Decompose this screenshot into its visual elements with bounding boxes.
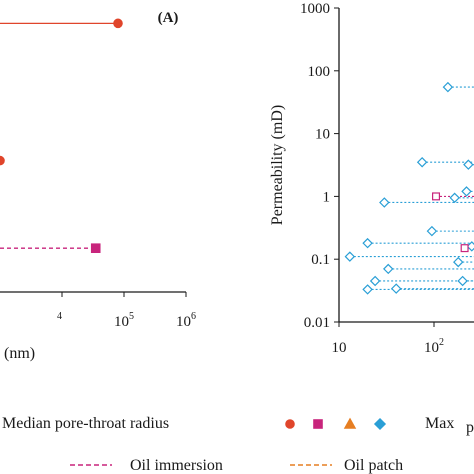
legend-line-label: Oil patch [344, 457, 403, 474]
panel-b-point [442, 81, 454, 93]
panel-a-x-tick-label: 105 [114, 311, 134, 330]
panel-a-point [113, 18, 123, 29]
panel-b-x-tick-label: 10 [332, 340, 347, 356]
panel-b-point [344, 251, 356, 262]
panel-b-point [416, 156, 428, 168]
legend-max-trunc-label: p [466, 419, 474, 436]
panel-b-point [453, 256, 464, 268]
panel-b-y-tick-label: 10 [315, 127, 330, 143]
panel-b-point [383, 263, 394, 275]
panel-a-point [0, 155, 5, 166]
panel-b-point [390, 283, 402, 294]
legend-line-label: Oil immersion [130, 457, 223, 474]
panel-a-point [90, 243, 101, 253]
panel-a-x-tick-label: 4 [57, 311, 62, 322]
panel-b-point [369, 275, 381, 287]
panel-b-y-tick-label: 1000 [300, 1, 330, 17]
panel-b-y-axis-label: Permeability (mD) [269, 105, 286, 225]
panel-b-x-tick-label: 102 [424, 337, 444, 356]
legend-max-label: Max [425, 415, 454, 432]
panel-b-point [460, 244, 469, 253]
legend-marker-triangle [343, 417, 357, 429]
panel-b-chart: Permeability (mD) 0.01 0.1 1 10 100 1000 10 102 [269, 1, 474, 356]
panel-b-y-tick-label: 0.01 [304, 315, 330, 331]
panel-b-y-tick-label: 0.1 [311, 252, 330, 268]
panel-b-y-tick-label: 100 [308, 64, 331, 80]
panel-b-point [426, 225, 438, 237]
panel-a-title: (A) [158, 10, 179, 26]
panel-b-point [449, 192, 460, 204]
panel-b-point [379, 197, 390, 208]
panel-b-point [461, 186, 472, 197]
panel-b-point [362, 237, 373, 249]
panel-b-point [457, 275, 468, 287]
panel-b-point [463, 159, 474, 170]
legend: Median pore-throat radius Max p Oil imme… [2, 415, 474, 474]
legend-marker-circle [285, 419, 295, 429]
panel-b-point [432, 192, 441, 201]
panel-b-point [466, 241, 474, 252]
legend-marker-diamond [373, 417, 387, 431]
panel-a-x-axis-label: (nm) [4, 345, 35, 362]
panel-b-point [362, 284, 373, 295]
legend-marker-square [313, 419, 323, 429]
panel-a-x-tick-label: 106 [176, 311, 196, 330]
panel-b-y-tick-label: 1 [323, 189, 331, 205]
legend-median-label: Median pore-throat radius [2, 415, 169, 432]
panel-a-chart: (A) (nm) 4 105 106 [0, 10, 196, 362]
